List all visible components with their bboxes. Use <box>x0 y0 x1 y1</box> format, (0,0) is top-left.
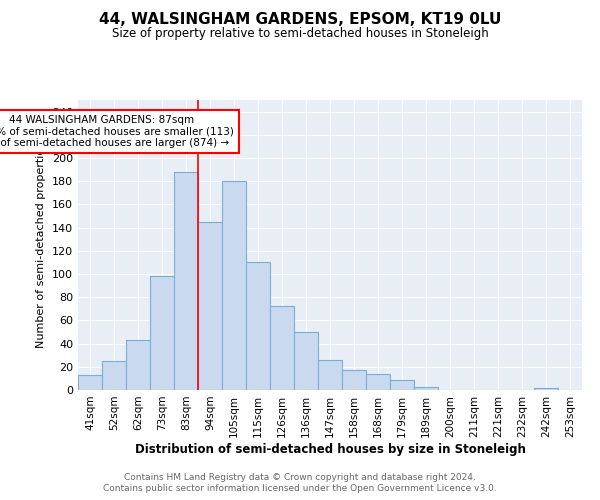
Bar <box>222 181 246 390</box>
Bar <box>102 361 126 390</box>
Text: 44 WALSINGHAM GARDENS: 87sqm
← 11% of semi-detached houses are smaller (113)
88%: 44 WALSINGHAM GARDENS: 87sqm ← 11% of se… <box>0 115 233 148</box>
Bar <box>246 262 270 390</box>
Bar <box>366 374 390 390</box>
Bar <box>318 360 342 390</box>
Text: Contains public sector information licensed under the Open Government Licence v3: Contains public sector information licen… <box>103 484 497 493</box>
Bar <box>126 340 150 390</box>
Y-axis label: Number of semi-detached properties: Number of semi-detached properties <box>37 142 46 348</box>
Bar <box>174 172 198 390</box>
Bar <box>534 388 558 390</box>
Text: Distribution of semi-detached houses by size in Stoneleigh: Distribution of semi-detached houses by … <box>134 442 526 456</box>
Bar <box>390 380 414 390</box>
Bar <box>198 222 222 390</box>
Bar <box>270 306 294 390</box>
Bar <box>294 332 318 390</box>
Bar <box>150 276 174 390</box>
Bar <box>78 375 102 390</box>
Text: Size of property relative to semi-detached houses in Stoneleigh: Size of property relative to semi-detach… <box>112 28 488 40</box>
Text: 44, WALSINGHAM GARDENS, EPSOM, KT19 0LU: 44, WALSINGHAM GARDENS, EPSOM, KT19 0LU <box>99 12 501 28</box>
Text: Contains HM Land Registry data © Crown copyright and database right 2024.: Contains HM Land Registry data © Crown c… <box>124 472 476 482</box>
Bar <box>342 370 366 390</box>
Bar <box>414 386 438 390</box>
